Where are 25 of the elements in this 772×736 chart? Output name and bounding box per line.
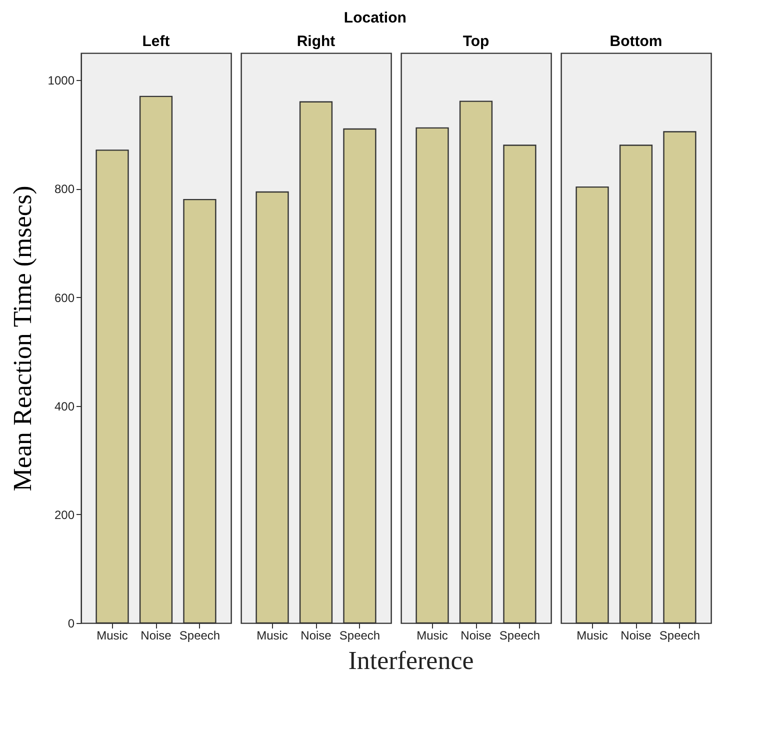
x-tick-label: Noise: [460, 628, 492, 642]
chart-title: Bottom: [610, 33, 662, 50]
y-tick-label: 200: [54, 508, 75, 522]
x-tick-label: Speech: [179, 628, 220, 642]
x-tick-label: Music: [256, 628, 288, 642]
x-tick-label: Noise: [620, 628, 652, 642]
x-axis-title: Interference: [348, 646, 474, 675]
y-tick-label: 600: [54, 290, 75, 305]
text: Location: [344, 9, 406, 26]
y-tick-label: 1000: [48, 74, 75, 88]
y-tick-label: 400: [54, 399, 75, 414]
x-tick-label: Noise: [300, 628, 332, 642]
y-tick-label: 800: [54, 182, 75, 196]
x-tick-label: Noise: [140, 628, 172, 642]
y-tick-label: 0: [68, 616, 75, 630]
x-tick-label: Music: [576, 628, 608, 642]
y-axis-title: Mean Reaction Time (msecs): [8, 186, 37, 492]
x-tick-label: Music: [96, 628, 128, 642]
x-tick-label: Music: [416, 628, 448, 642]
x-tick-label: Speech: [499, 628, 540, 642]
chart-title: Right: [296, 33, 336, 50]
chart-title: Top: [462, 33, 490, 50]
chart-title: Left: [142, 33, 170, 50]
x-tick-label: Speech: [339, 628, 380, 642]
x-tick-label: Speech: [659, 628, 700, 642]
